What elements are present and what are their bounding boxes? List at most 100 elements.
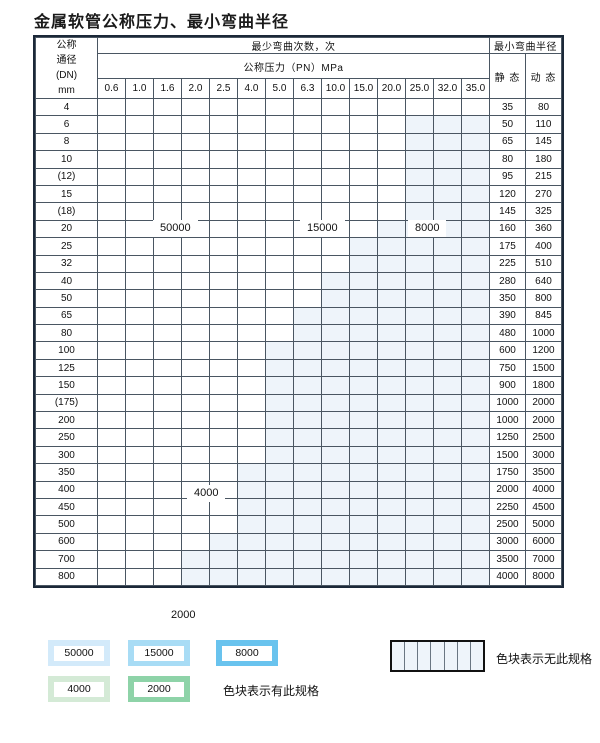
matrix-cell — [237, 480, 266, 499]
matrix-cell — [293, 237, 322, 256]
matrix-cell — [181, 324, 210, 343]
dn-value: 25 — [35, 237, 98, 256]
table-row: 150 900 1800 — [35, 376, 562, 395]
header-pressure-5.0: 5.0 — [265, 78, 294, 99]
matrix-cell — [265, 497, 294, 517]
header-dn-line-3: (DN) — [55, 70, 78, 81]
matrix-cell — [321, 428, 350, 447]
matrix-cell — [237, 97, 266, 117]
matrix-cell — [349, 550, 378, 569]
matrix-cell — [321, 411, 350, 430]
value-tag: 8000 — [408, 220, 447, 237]
matrix-cell — [97, 324, 126, 343]
dynamic-radius: 1200 — [525, 341, 562, 360]
matrix-cell — [433, 115, 462, 134]
matrix-cell — [153, 115, 182, 134]
static-radius: 120 — [489, 184, 526, 204]
matrix-cell — [377, 376, 406, 395]
static-radius: 1000 — [489, 393, 526, 413]
matrix-cell — [293, 97, 322, 117]
matrix-cell — [405, 289, 434, 308]
matrix-cell — [349, 115, 378, 134]
matrix-cell — [209, 324, 238, 343]
static-radius: 480 — [489, 324, 526, 343]
matrix-cell — [209, 463, 238, 482]
matrix-cell — [433, 445, 462, 465]
static-radius: 160 — [489, 219, 526, 239]
matrix-cell — [433, 254, 462, 273]
matrix-cell — [181, 150, 210, 169]
matrix-cell — [153, 324, 182, 343]
matrix-cell — [209, 393, 238, 413]
matrix-cell — [321, 341, 350, 360]
matrix-cell — [293, 202, 322, 221]
matrix-cell — [209, 254, 238, 273]
matrix-cell — [433, 167, 462, 186]
table-row: 125 750 1500 — [35, 358, 562, 378]
matrix-cell — [265, 376, 294, 395]
matrix-cell — [377, 237, 406, 256]
matrix-cell — [433, 132, 462, 152]
legend-stripe — [418, 642, 432, 670]
matrix-cell — [377, 515, 406, 534]
matrix-cell — [377, 497, 406, 517]
matrix-cell — [237, 306, 266, 326]
matrix-cell — [265, 306, 294, 326]
matrix-cell — [97, 376, 126, 395]
matrix-cell — [377, 324, 406, 343]
matrix-cell — [293, 567, 322, 586]
matrix-cell — [293, 167, 322, 186]
matrix-cell — [181, 97, 210, 117]
matrix-cell — [377, 532, 406, 552]
dynamic-radius: 2000 — [525, 411, 562, 430]
matrix-cell — [125, 428, 154, 447]
table-row: 700 3500 7000 — [35, 550, 562, 569]
matrix-cell — [265, 271, 294, 291]
matrix-cell — [293, 550, 322, 569]
matrix-cell — [377, 341, 406, 360]
dynamic-radius: 2000 — [525, 393, 562, 413]
matrix-cell — [377, 428, 406, 447]
matrix-cell — [293, 289, 322, 308]
matrix-cell — [433, 324, 462, 343]
matrix-cell — [97, 358, 126, 378]
matrix-cell — [293, 445, 322, 465]
matrix-cell — [321, 115, 350, 134]
matrix-cell — [209, 289, 238, 308]
static-radius: 2500 — [489, 515, 526, 534]
table-row: 250 1250 2500 — [35, 428, 562, 447]
matrix-cell — [209, 167, 238, 186]
matrix-cell — [97, 97, 126, 117]
dynamic-radius: 4500 — [525, 497, 562, 517]
static-radius: 2000 — [489, 480, 526, 499]
matrix-cell — [265, 184, 294, 204]
table-row: (175) 1000 2000 — [35, 393, 562, 413]
table-row: 40 280 640 — [35, 271, 562, 291]
matrix-cell — [125, 219, 154, 239]
static-radius: 750 — [489, 358, 526, 378]
matrix-cell — [125, 271, 154, 291]
matrix-cell — [125, 480, 154, 499]
header-pressure-1.6: 1.6 — [153, 78, 182, 99]
matrix-cell — [237, 376, 266, 395]
matrix-cell — [377, 550, 406, 569]
matrix-cell — [405, 202, 434, 221]
matrix-cell — [181, 428, 210, 447]
matrix-cell — [321, 567, 350, 586]
matrix-cell — [321, 497, 350, 517]
matrix-cell — [237, 219, 266, 239]
header-dynamic: 动 态 — [525, 53, 562, 99]
table-row: 25 175 400 — [35, 237, 562, 256]
matrix-cell — [433, 150, 462, 169]
matrix-cell — [293, 376, 322, 395]
matrix-cell — [125, 237, 154, 256]
matrix-cell — [125, 167, 154, 186]
table-row: 500 2500 5000 — [35, 515, 562, 534]
matrix-cell — [377, 463, 406, 482]
dn-value: 350 — [35, 463, 98, 482]
matrix-cell — [377, 97, 406, 117]
matrix-cell — [265, 393, 294, 413]
dynamic-radius: 3500 — [525, 463, 562, 482]
dynamic-radius: 2500 — [525, 428, 562, 447]
matrix-cell — [237, 428, 266, 447]
